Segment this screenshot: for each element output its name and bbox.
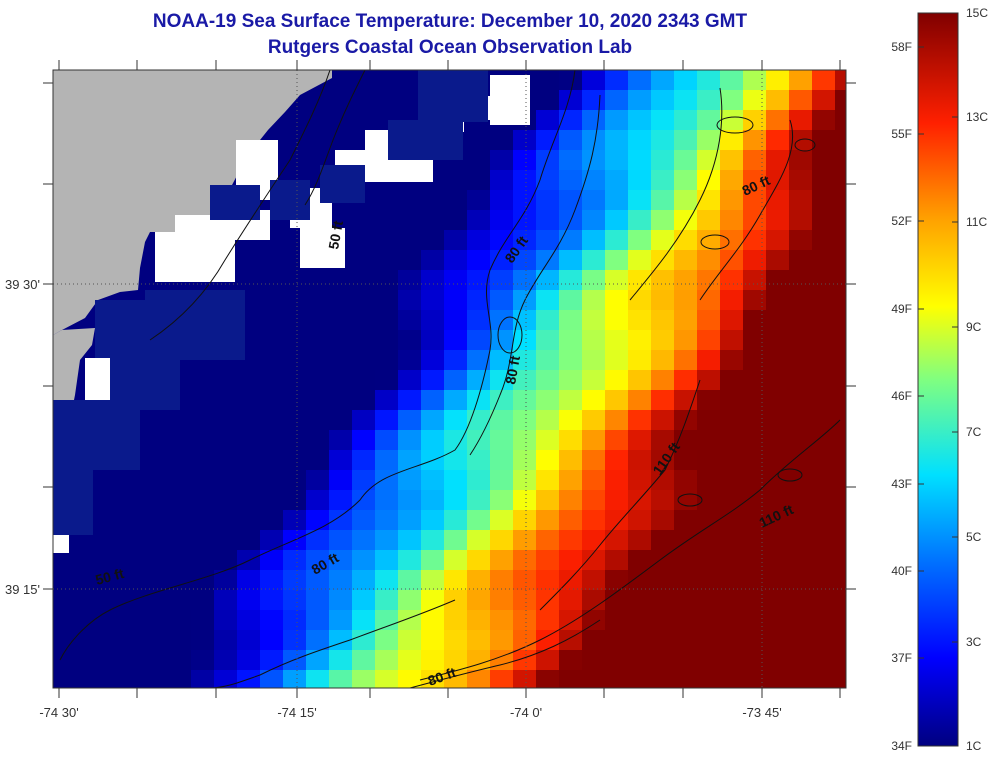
- colorbar-c-label: 13C: [966, 110, 988, 124]
- lon-label: -74 30': [39, 705, 78, 720]
- colorbar-f-label: 43F: [891, 477, 912, 491]
- colorbar-c-label: 15C: [966, 6, 988, 20]
- colorbar-c-label: 3C: [966, 635, 982, 649]
- colorbar-celsius-labels: 15C 13C 11C 9C 7C 5C 3C 1C: [952, 6, 988, 753]
- colorbar-fahrenheit-labels: 58F 55F 52F 49F 46F 43F 40F 37F 34F: [891, 40, 924, 753]
- contour-label: 50 ft: [325, 219, 346, 250]
- lon-label: -74 0': [510, 705, 542, 720]
- colorbar-f-label: 49F: [891, 302, 912, 316]
- contour-label: 80 ft: [502, 354, 523, 385]
- map-frame: [52, 69, 847, 689]
- colorbar-f-label: 37F: [891, 651, 912, 665]
- colorbar: [917, 12, 959, 747]
- graticule: [53, 70, 846, 688]
- lat-label: 39 30': [5, 277, 40, 292]
- cold-coastal-water: [53, 70, 488, 535]
- depth-contours: [59, 70, 841, 688]
- axis-ticks: [43, 60, 856, 698]
- map-subtitle: Rutgers Coastal Ocean Observation Lab: [267, 37, 633, 58]
- colorbar-c-label: 9C: [966, 320, 982, 334]
- colorbar-c-label: 5C: [966, 530, 982, 544]
- colorbar-f-label: 34F: [891, 739, 912, 753]
- lon-label: -73 45': [742, 705, 781, 720]
- lon-label: -74 15': [277, 705, 316, 720]
- map-title: NOAA-19 Sea Surface Temperature: Decembe…: [152, 11, 748, 32]
- lat-label: 39 15': [5, 582, 40, 597]
- colorbar-f-label: 55F: [891, 127, 912, 141]
- colorbar-f-label: 46F: [891, 389, 912, 403]
- colorbar-c-label: 11C: [966, 215, 987, 229]
- contour-label: 50 ft: [94, 565, 126, 588]
- colorbar-c-label: 7C: [966, 425, 982, 439]
- colorbar-f-label: 58F: [891, 40, 912, 54]
- colorbar-f-label: 52F: [891, 214, 912, 228]
- colorbar-c-label: 1C: [966, 739, 982, 753]
- colorbar-f-label: 40F: [891, 564, 912, 578]
